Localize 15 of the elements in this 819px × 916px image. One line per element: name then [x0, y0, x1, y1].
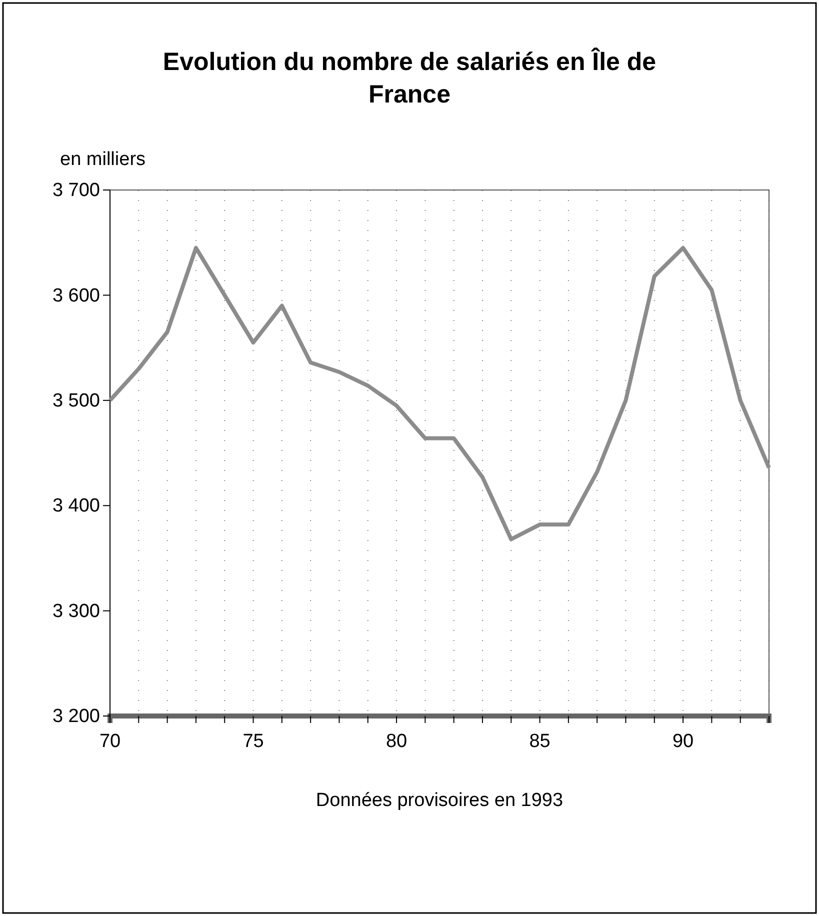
x-tick-label: 90	[672, 730, 694, 752]
line-series	[108, 246, 771, 542]
x-tick-label: 85	[529, 730, 550, 752]
y-tick-label: 3 400	[52, 496, 100, 517]
text: Données provisoires en 1993	[316, 790, 564, 811]
x-tick-label: 70	[99, 730, 121, 752]
y-axis-title: en milliers	[60, 149, 146, 170]
y-tick-label: 3 600	[52, 285, 100, 306]
y-tick-label: 3 700	[52, 180, 100, 202]
y-tick-label: 3 200	[52, 706, 100, 728]
x-tick-label: 75	[242, 730, 264, 752]
x-tick-label: 80	[386, 730, 408, 752]
chart-title: Evolution du nombre de salariés en Île de France	[162, 47, 656, 108]
y-tick-label: 3 500	[52, 390, 100, 412]
y-tick-label: 3 300	[52, 600, 100, 622]
